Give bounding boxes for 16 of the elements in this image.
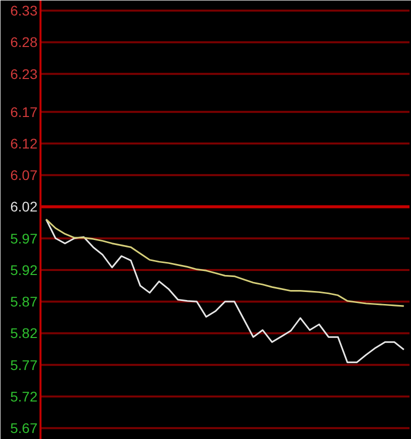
y-tick-label: 6.17: [10, 104, 38, 120]
line-series: [45, 218, 405, 307]
y-tick-label: 6.02: [10, 198, 38, 215]
y-tick-label: 5.72: [10, 388, 38, 404]
line-series: [45, 218, 405, 364]
y-tick-label: 5.82: [10, 325, 38, 342]
y-tick-label: 5.77: [10, 356, 38, 373]
y-tick-label: 5.67: [10, 420, 38, 436]
y-tick-label: 6.28: [10, 34, 38, 50]
y-tick-label: 6.23: [10, 66, 38, 82]
y-tick-label: 5.97: [10, 230, 38, 246]
y-tick-label: 6.33: [10, 2, 38, 19]
y-tick-label: 6.07: [10, 167, 38, 184]
y-tick-label: 5.92: [10, 262, 38, 278]
y-tick-label: 6.12: [10, 135, 38, 152]
y-tick-label: 5.87: [10, 294, 38, 310]
